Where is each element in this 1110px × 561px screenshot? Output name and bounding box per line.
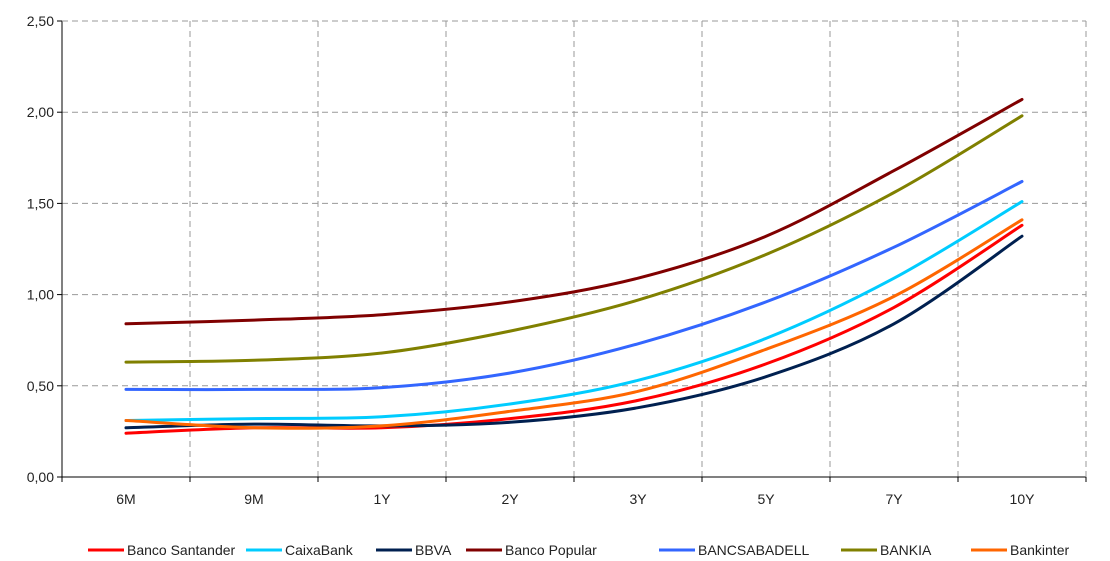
legend-item: CaixaBank <box>246 542 354 558</box>
legend-item: BANKIA <box>841 542 932 558</box>
legend-label: Banco Santander <box>127 542 236 558</box>
legend-item: BBVA <box>376 542 452 558</box>
x-tick-label: 10Y <box>1010 491 1036 507</box>
legend-item: Banco Santander <box>88 542 236 558</box>
y-tick-label: 1,00 <box>27 287 54 303</box>
y-tick-label: 0,00 <box>27 469 54 485</box>
y-tick-label: 2,00 <box>27 104 54 120</box>
series-lines <box>124 97 1024 435</box>
series-line-bbva <box>124 234 1024 430</box>
series-line-banco-popular <box>124 97 1024 326</box>
y-tick-label: 0,50 <box>27 378 54 394</box>
legend-label: BBVA <box>415 542 452 558</box>
axes <box>57 20 1087 482</box>
x-tick-label: 1Y <box>373 491 391 507</box>
x-tick-label: 3Y <box>629 491 647 507</box>
y-tick-label: 1,50 <box>27 195 54 211</box>
legend-item: Bankinter <box>971 542 1069 558</box>
x-tick-label: 2Y <box>501 491 519 507</box>
series-line-caixabank <box>124 200 1024 422</box>
legend-label: BANKIA <box>880 542 932 558</box>
legend-label: CaixaBank <box>285 542 354 558</box>
legend-label: BANCSABADELL <box>698 542 809 558</box>
legend-item: BANCSABADELL <box>659 542 809 558</box>
series-line-bankinter <box>124 218 1024 430</box>
series-line-bankia <box>124 114 1024 364</box>
legend: Banco Santander CaixaBank BBVA Banco Popula… <box>88 542 1069 558</box>
legend-item: Banco Popular <box>466 542 597 558</box>
x-axis-tick-labels: 6M 9M 1Y 2Y 3Y 5Y 7Y 10Y <box>116 491 1035 507</box>
x-tick-label: 7Y <box>885 491 903 507</box>
y-axis-tick-labels: 0,00 0,50 1,00 1,50 2,00 2,50 <box>27 13 54 485</box>
gridlines <box>62 21 1086 477</box>
legend-label: Banco Popular <box>505 542 597 558</box>
y-tick-label: 2,50 <box>27 13 54 29</box>
x-tick-label: 6M <box>116 491 135 507</box>
series-line-bancsabadell <box>124 180 1024 392</box>
x-tick-label: 5Y <box>757 491 775 507</box>
x-tick-label: 9M <box>244 491 263 507</box>
legend-label: Bankinter <box>1010 542 1069 558</box>
